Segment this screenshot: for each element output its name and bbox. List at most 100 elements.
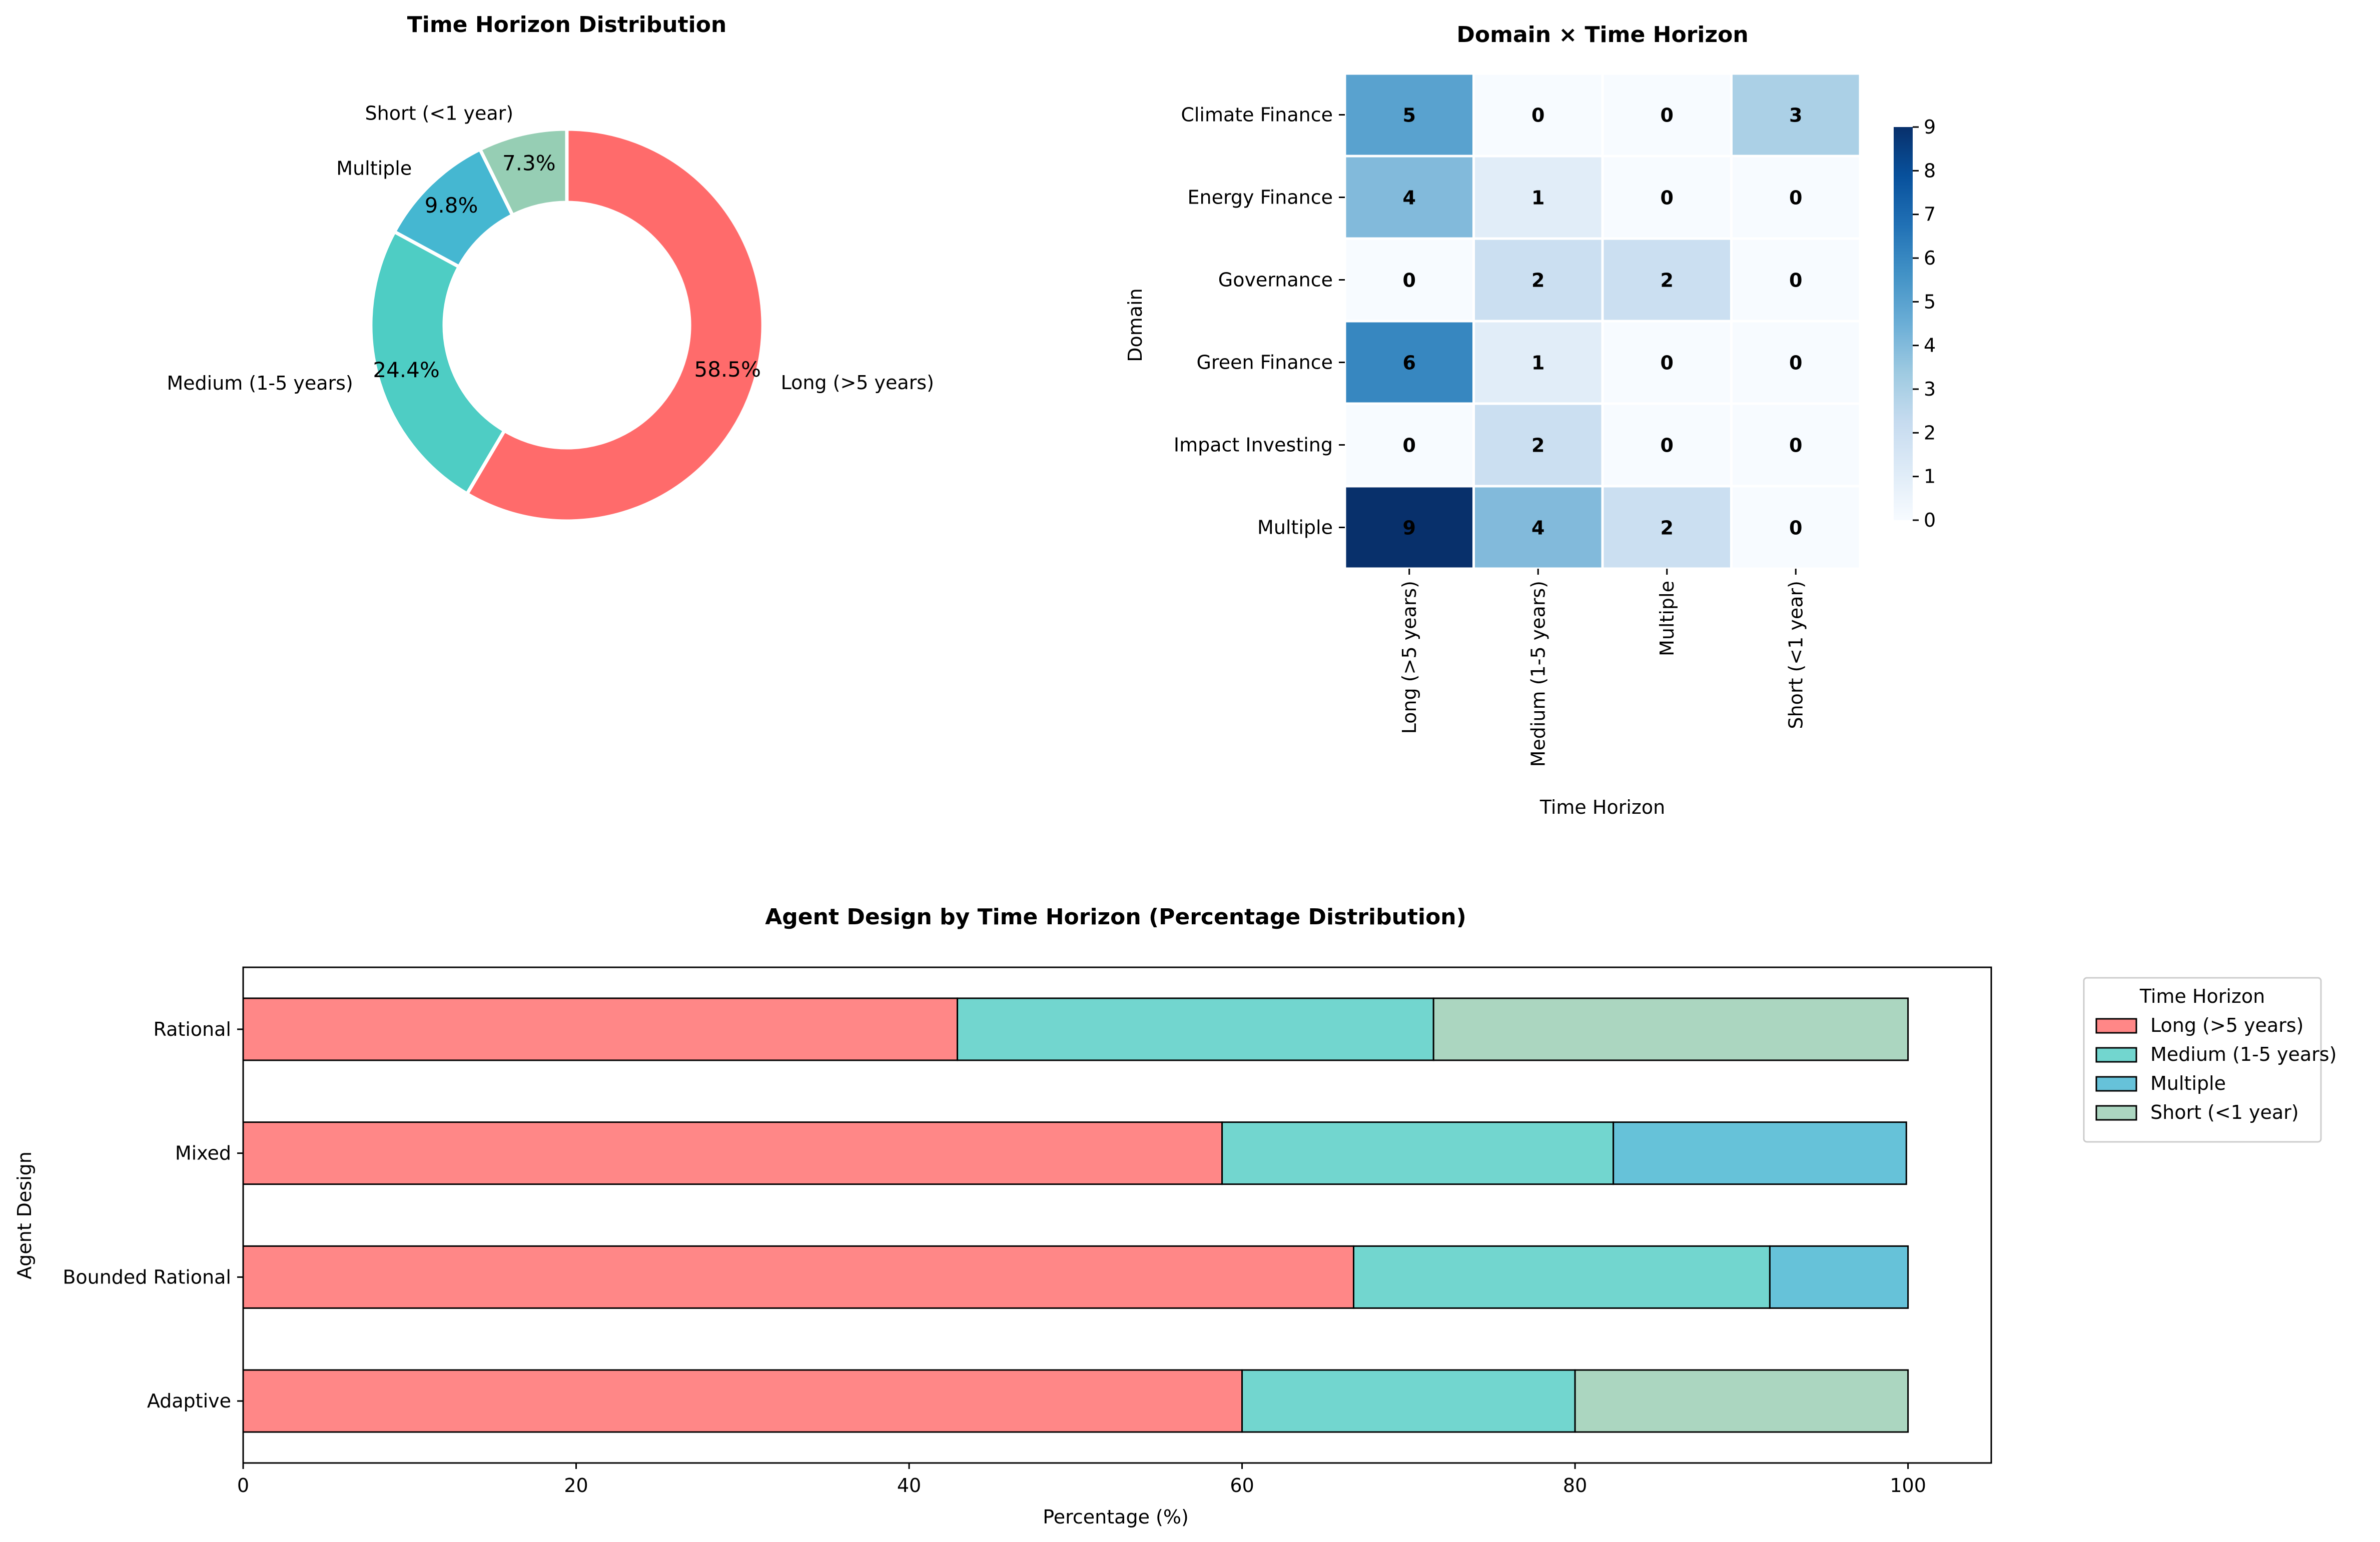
heatmap-cell-governance-multiple bbox=[1601, 237, 1733, 323]
legend-entry-multiple: Multiple bbox=[2150, 1072, 2226, 1094]
heatmap-x-tick-multiple: Multiple bbox=[1656, 581, 1678, 656]
bar-x-tick-0: 0 bbox=[237, 1474, 249, 1496]
heatmap-cell-impact-investing-medium-1-5-years bbox=[1472, 402, 1604, 488]
heatmap-value-impact-investing-short-1-year: 0 bbox=[1789, 435, 1802, 457]
heatmap-value-governance-multiple: 2 bbox=[1661, 270, 1674, 292]
donut-label-long-5-years: Long (>5 years) bbox=[781, 372, 934, 394]
legend-title: Time Horizon bbox=[2139, 985, 2265, 1007]
heatmap-cell-climate-finance-multiple bbox=[1601, 72, 1733, 158]
donut-label-short-1-year: Short (<1 year) bbox=[365, 102, 514, 124]
donut-pct-label-short-1-year: 7.3% bbox=[502, 151, 556, 176]
heatmap-y-tick-climate-finance: Climate Finance bbox=[1181, 104, 1333, 126]
heatmap-cell-green-finance-short-1-year bbox=[1730, 320, 1862, 405]
bar-mixed-long-5-years bbox=[242, 1121, 1223, 1185]
heatmap-x-tick-medium-1-5-years: Medium (1-5 years) bbox=[1527, 581, 1549, 767]
bar-mixed-multiple bbox=[1613, 1121, 1907, 1185]
heatmap-value-impact-investing-medium-1-5-years: 2 bbox=[1531, 435, 1544, 457]
heatmap-value-multiple-long-5-years: 9 bbox=[1403, 517, 1416, 539]
bar-y-tick-bounded-rational: Bounded Rational bbox=[63, 1266, 231, 1288]
colorbar-tick-8: 8 bbox=[1924, 160, 1936, 182]
bar-y-tick-rational: Rational bbox=[154, 1018, 232, 1040]
heatmap-value-green-finance-long-5-years: 6 bbox=[1403, 352, 1416, 374]
heatmap-cell-impact-investing-long-5-years bbox=[1343, 402, 1475, 488]
legend-entry-short-1-year: Short (<1 year) bbox=[2150, 1101, 2299, 1123]
stacked-bar-chart: Agent Design by Time Horizon (Percentage… bbox=[14, 904, 2336, 1528]
colorbar-tick-9: 9 bbox=[1924, 116, 1936, 138]
legend-entry-medium-1-5-years: Medium (1-5 years) bbox=[2150, 1043, 2336, 1065]
colorbar-tick-3: 3 bbox=[1924, 378, 1936, 400]
heatmap-value-climate-finance-long-5-years: 5 bbox=[1403, 105, 1416, 127]
heatmap-y-tick-governance: Governance bbox=[1218, 269, 1333, 291]
bar-x-tick-80: 80 bbox=[1563, 1474, 1587, 1496]
colorbar-tick-1: 1 bbox=[1924, 466, 1936, 488]
bar-chart-x-axis-label: Percentage (%) bbox=[1043, 1506, 1189, 1528]
colorbar-tick-6: 6 bbox=[1924, 247, 1936, 269]
bar-adaptive-medium-1-5-years bbox=[1241, 1369, 1576, 1433]
heatmap-value-impact-investing-multiple: 0 bbox=[1661, 435, 1674, 457]
heatmap-y-tick-multiple: Multiple bbox=[1257, 517, 1333, 539]
donut-title: Time Horizon Distribution bbox=[407, 12, 727, 38]
heatmap-value-climate-finance-medium-1-5-years: 0 bbox=[1531, 105, 1544, 127]
heatmap-x-tick-short-1-year: Short (<1 year) bbox=[1785, 581, 1807, 729]
heatmap-value-governance-medium-1-5-years: 2 bbox=[1531, 270, 1544, 292]
heatmap-value-multiple-multiple: 2 bbox=[1661, 517, 1674, 539]
heatmap-cell-impact-investing-multiple bbox=[1601, 402, 1733, 488]
heatmap-cell-governance-medium-1-5-years bbox=[1472, 237, 1604, 323]
heatmap-value-green-finance-short-1-year: 0 bbox=[1789, 352, 1802, 374]
bar-chart-y-axis-label: Agent Design bbox=[14, 1151, 36, 1279]
bar-x-tick-20: 20 bbox=[564, 1474, 588, 1496]
donut-label-multiple: Multiple bbox=[336, 158, 412, 180]
heatmap-value-impact-investing-long-5-years: 0 bbox=[1403, 435, 1416, 457]
bar-rational-medium-1-5-years bbox=[957, 997, 1434, 1061]
heatmap-value-governance-short-1-year: 0 bbox=[1789, 270, 1802, 292]
bar-rational-long-5-years bbox=[242, 997, 959, 1061]
bar-y-tick-mixed: Mixed bbox=[175, 1142, 231, 1164]
bar-adaptive-long-5-years bbox=[242, 1369, 1243, 1433]
bar-x-tick-60: 60 bbox=[1230, 1474, 1254, 1496]
heatmap-value-climate-finance-short-1-year: 3 bbox=[1789, 105, 1802, 127]
heatmap-value-green-finance-multiple: 0 bbox=[1661, 352, 1674, 374]
heatmap-value-energy-finance-multiple: 0 bbox=[1661, 187, 1674, 209]
colorbar bbox=[1894, 127, 1913, 520]
donut-slice-short-1-year bbox=[477, 127, 569, 218]
colorbar-tick-5: 5 bbox=[1924, 291, 1936, 313]
heatmap-cell-multiple-multiple bbox=[1601, 485, 1733, 570]
donut-chart: Time Horizon Distribution 58.5% Long (>5 … bbox=[167, 12, 934, 523]
heatmap-value-energy-finance-long-5-years: 4 bbox=[1403, 187, 1416, 209]
bar-y-tick-adaptive: Adaptive bbox=[147, 1390, 231, 1412]
bar-x-tick-100: 100 bbox=[1890, 1474, 1926, 1496]
heatmap-y-tick-energy-finance: Energy Finance bbox=[1188, 187, 1333, 209]
bar-bounded-rational-long-5-years bbox=[242, 1245, 1355, 1309]
donut-pct-label-multiple: 9.8% bbox=[425, 193, 478, 218]
colorbar-tick-0: 0 bbox=[1924, 509, 1936, 531]
heatmap-cell-energy-finance-short-1-year bbox=[1730, 155, 1862, 240]
colorbar-tick-2: 2 bbox=[1924, 422, 1936, 444]
bar-mixed-medium-1-5-years bbox=[1221, 1121, 1615, 1185]
heatmap-y-axis-label: Domain bbox=[1124, 288, 1146, 362]
heatmap-cell-governance-long-5-years bbox=[1343, 237, 1475, 323]
legend-swatch-long-5-years bbox=[2095, 1018, 2137, 1034]
heatmap-y-tick-impact-investing: Impact Investing bbox=[1174, 434, 1333, 456]
donut-pct-label-medium-1-5-years: 24.4% bbox=[373, 358, 439, 382]
heatmap-x-tick-long-5-years: Long (>5 years) bbox=[1398, 581, 1420, 734]
donut-slice-long-5-years bbox=[464, 127, 765, 523]
heatmap-value-green-finance-medium-1-5-years: 1 bbox=[1531, 352, 1544, 374]
heatmap-chart: Domain × Time Horizon Time Horizon Domai… bbox=[1124, 22, 1936, 818]
legend-swatch-short-1-year bbox=[2095, 1105, 2137, 1121]
donut-pct-label-long-5-years: 58.5% bbox=[694, 357, 760, 382]
bar-bounded-rational-medium-1-5-years bbox=[1353, 1245, 1771, 1309]
heatmap-cell-green-finance-long-5-years bbox=[1343, 320, 1475, 405]
heatmap-y-tick-green-finance: Green Finance bbox=[1196, 352, 1333, 374]
colorbar-tick-7: 7 bbox=[1924, 204, 1936, 226]
legend-swatch-multiple bbox=[2095, 1076, 2137, 1092]
bar-x-tick-40: 40 bbox=[897, 1474, 921, 1496]
heatmap-x-axis-label: Time Horizon bbox=[1539, 796, 1665, 818]
colorbar-tick-4: 4 bbox=[1924, 335, 1936, 357]
legend-frame bbox=[2083, 977, 2322, 1143]
bar-bounded-rational-multiple bbox=[1769, 1245, 1909, 1309]
legend-swatch-medium-1-5-years bbox=[2095, 1047, 2137, 1063]
heatmap-cell-climate-finance-short-1-year bbox=[1730, 72, 1862, 158]
heatmap-value-energy-finance-medium-1-5-years: 1 bbox=[1531, 187, 1544, 209]
bar-rational-short-1-year bbox=[1432, 997, 1909, 1061]
